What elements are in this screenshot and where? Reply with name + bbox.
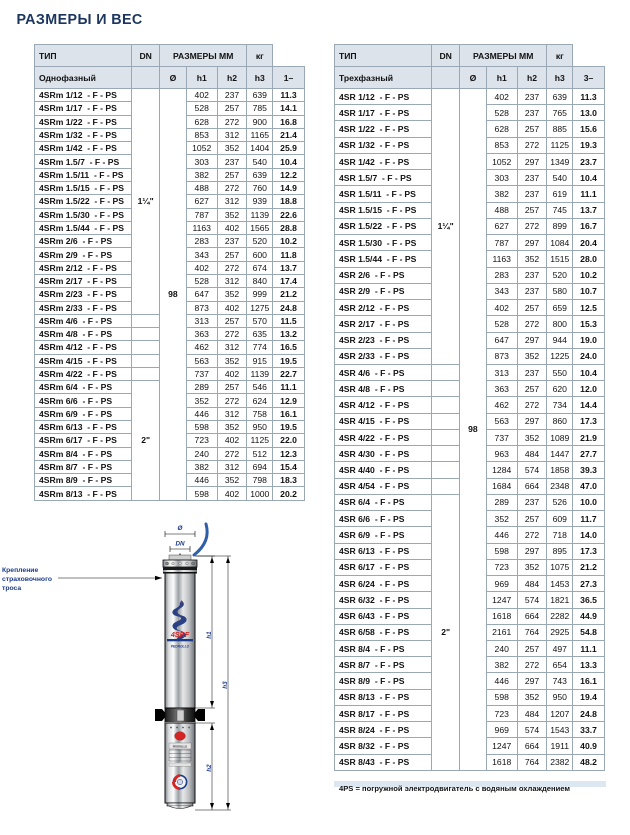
svg-text:троса: троса (2, 585, 21, 592)
svg-text:DN: DN (175, 541, 185, 548)
svg-text:PEDROLLO: PEDROLLO (171, 645, 190, 649)
svg-text:4SRF: 4SRF (170, 630, 190, 639)
svg-text:Крепление: Крепление (2, 567, 38, 574)
svg-text:Ø: Ø (178, 525, 184, 532)
svg-text:h2: h2 (206, 764, 213, 772)
svg-text:h3: h3 (222, 681, 229, 689)
svg-text:h1: h1 (206, 631, 213, 639)
svg-text:страховочного: страховочного (2, 576, 52, 583)
svg-text:PEDROLLO: PEDROLLO (173, 745, 187, 749)
